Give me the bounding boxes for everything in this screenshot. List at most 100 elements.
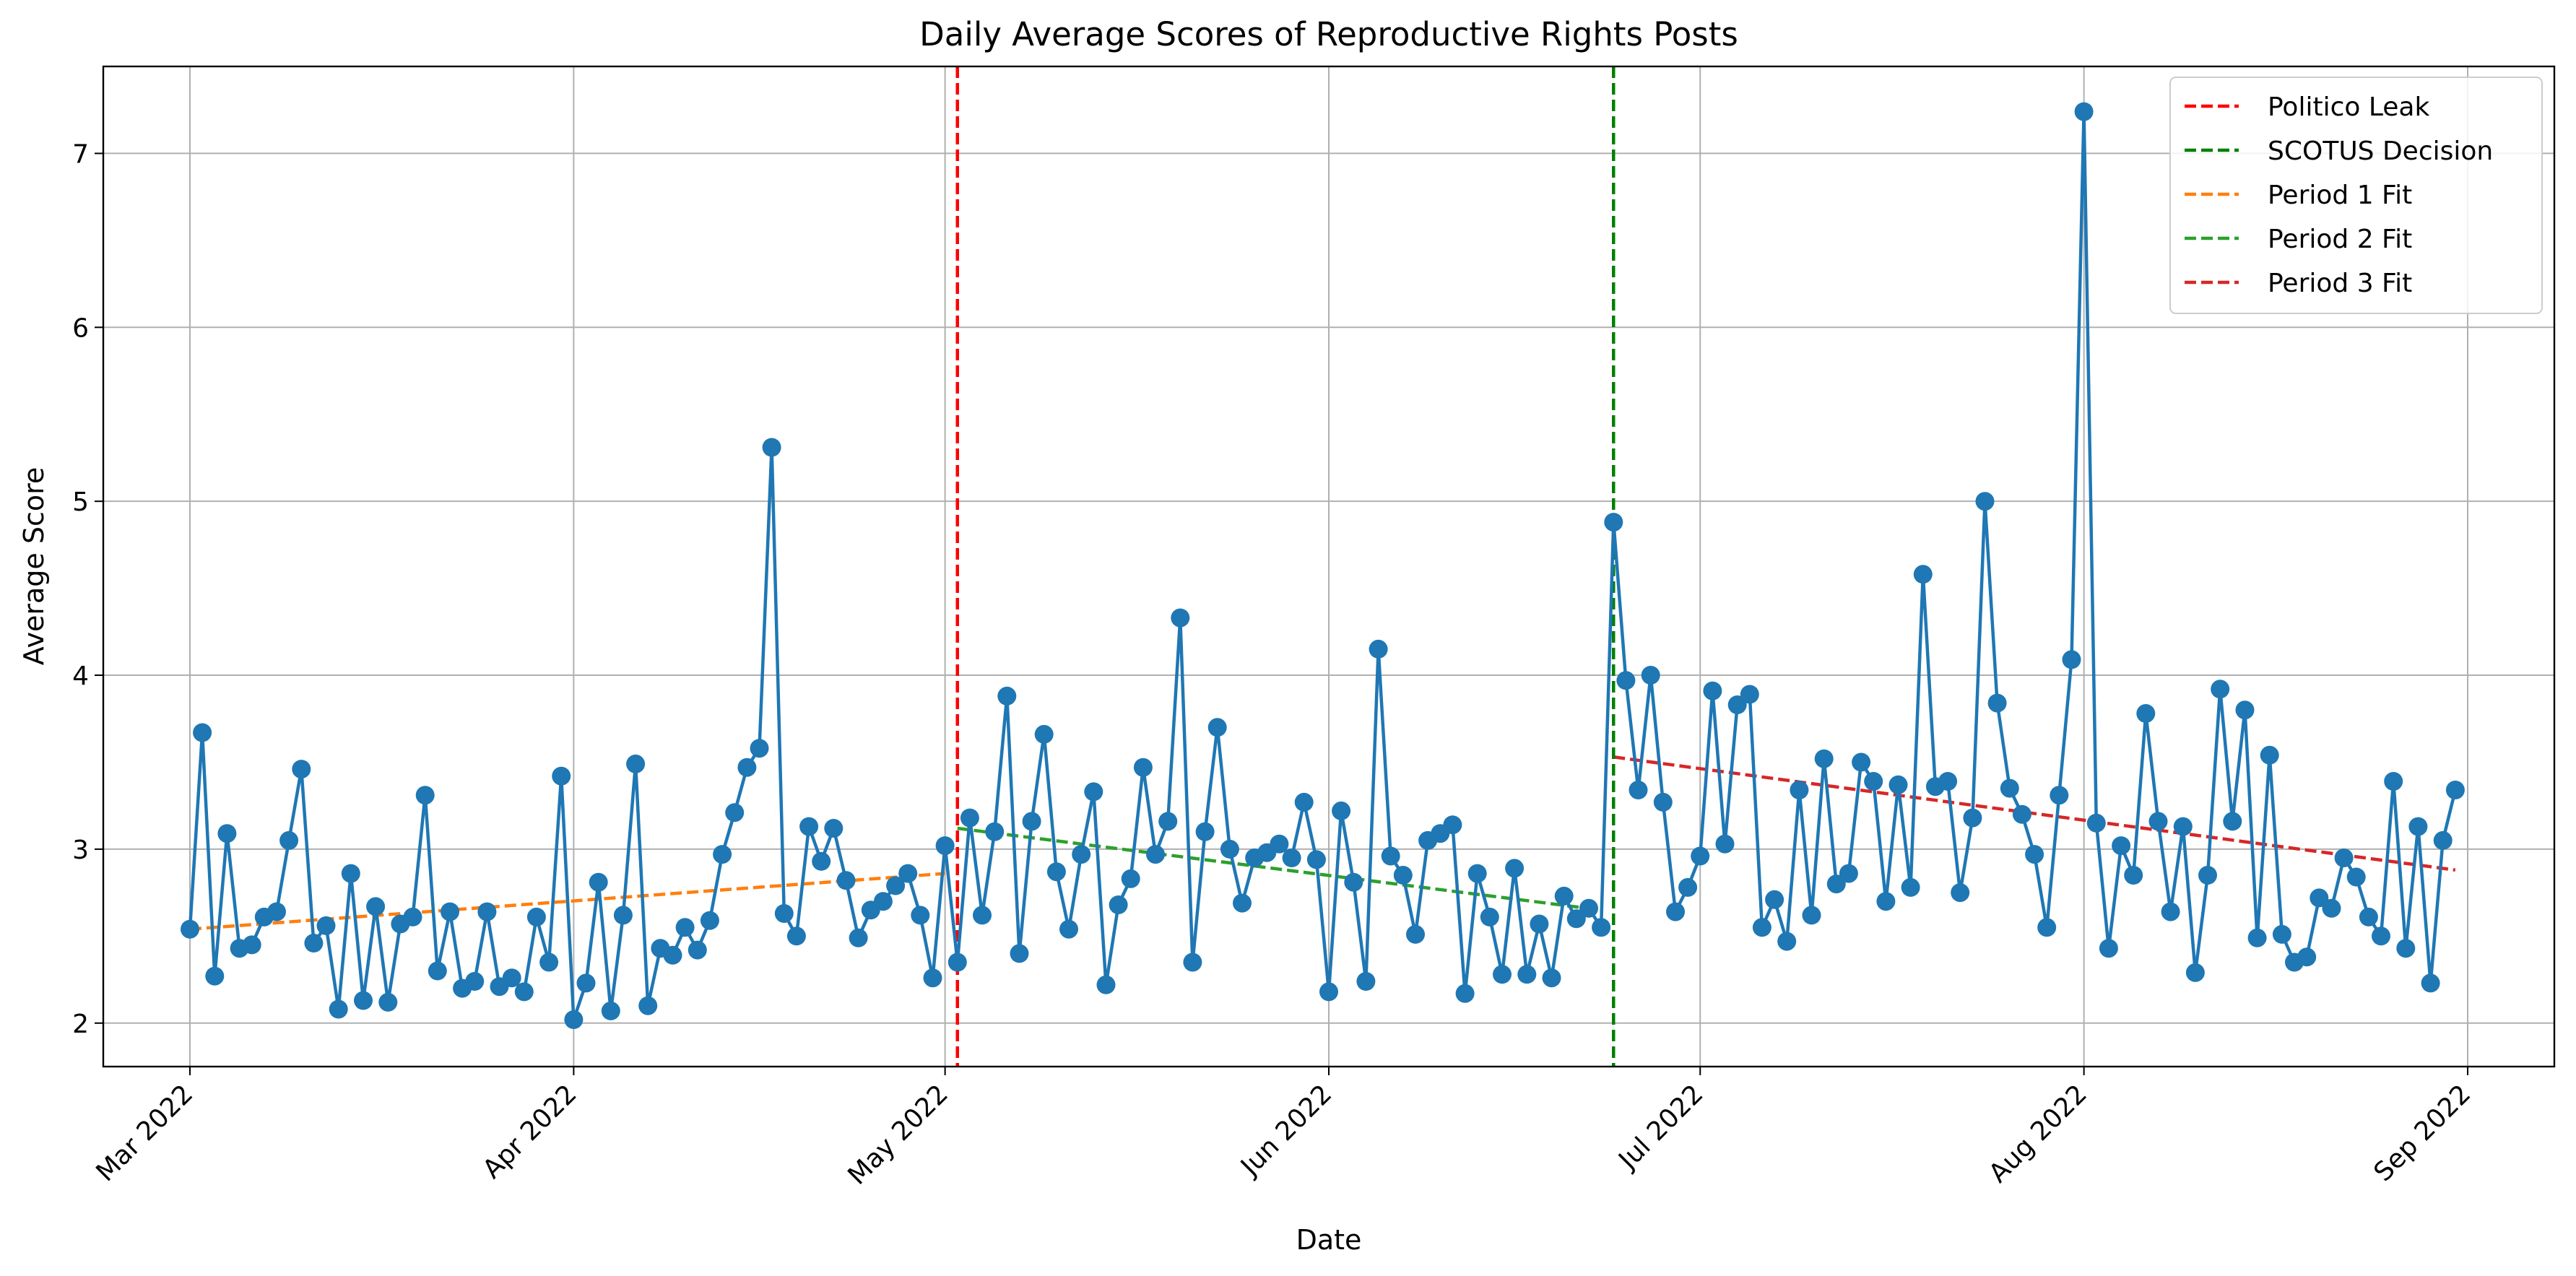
data-point (2433, 830, 2453, 850)
data-point (428, 961, 447, 981)
data-point (1183, 952, 1202, 972)
data-point (2297, 947, 2317, 967)
data-point (1344, 872, 1363, 892)
data-point (2050, 786, 2069, 805)
series-line (188, 110, 2458, 1022)
data-point (898, 864, 918, 883)
data-point (304, 934, 324, 952)
data-point (1802, 906, 1821, 925)
y-tick-label: 6 (72, 313, 89, 343)
data-point (341, 864, 360, 883)
data-point (1319, 982, 1338, 1002)
grid-lines (103, 66, 2554, 1067)
data-point (1765, 890, 1784, 909)
data-point (2025, 845, 2044, 864)
data-point (552, 766, 571, 786)
data-point (205, 966, 225, 986)
chart-title: Daily Average Scores of Reproductive Rig… (919, 15, 1738, 53)
data-point (923, 968, 942, 988)
data-point (279, 830, 299, 850)
legend-label: Politico Leak (2268, 92, 2429, 122)
data-point (1876, 892, 1896, 911)
fit-line-period-2-fit (957, 826, 1602, 912)
data-point (713, 845, 732, 864)
data-point (2408, 817, 2428, 836)
data-point (1752, 918, 1771, 937)
data-point (849, 928, 868, 947)
data-point (2310, 888, 2329, 908)
data-point (2185, 963, 2205, 982)
data-point (1678, 877, 1698, 897)
data-point (1406, 924, 1425, 944)
data-point (1604, 513, 1623, 532)
data-point (366, 897, 386, 916)
y-tick-label: 7 (72, 139, 89, 169)
data-point (1566, 909, 1586, 929)
data-point (1517, 965, 1537, 984)
data-point (985, 822, 1005, 841)
data-point (564, 1010, 584, 1029)
data-point (1691, 846, 1710, 866)
data-point (1443, 815, 1462, 835)
data-point (725, 803, 745, 823)
data-point (1369, 639, 1388, 659)
data-point (836, 871, 856, 890)
data-point (316, 916, 336, 935)
y-axis-label: Average Score (18, 467, 50, 666)
data-point (601, 1001, 620, 1020)
data-point (1616, 671, 1636, 690)
legend-label: Period 3 Fit (2268, 269, 2412, 298)
data-point (1133, 758, 1153, 777)
data-point (2372, 926, 2390, 946)
data-point (1084, 782, 1103, 802)
legend-box (2169, 77, 2543, 314)
data-point (762, 438, 781, 457)
y-axis: 2 3 4 5 6 7 (72, 139, 103, 1039)
data-point (1072, 845, 1091, 864)
data-point (1987, 693, 2007, 713)
data-point (638, 996, 658, 1015)
data-point (960, 808, 979, 828)
data-point (1913, 565, 1933, 584)
data-point (329, 999, 348, 1019)
data-point (1171, 608, 1190, 628)
data-point (2012, 804, 2031, 824)
data-point (181, 919, 199, 939)
data-point (947, 952, 967, 972)
data-point (1579, 898, 1598, 918)
data-point (2260, 745, 2279, 765)
data-point (1220, 839, 1239, 859)
data-point (1938, 772, 1958, 791)
y-tick-label: 2 (72, 1010, 89, 1039)
legend: Politico Leak SCOTUS Decision Period 1 Fit… (2169, 77, 2543, 314)
data-point (886, 876, 906, 895)
data-point (1703, 681, 1722, 700)
data-point (1294, 792, 1314, 812)
data-point (415, 786, 435, 805)
data-point (1951, 883, 1970, 903)
data-point (1146, 845, 1165, 864)
data-point (1096, 975, 1116, 994)
data-point (576, 973, 596, 993)
data-point (2099, 939, 2118, 958)
data-point (502, 968, 521, 988)
data-point (2112, 836, 2131, 856)
data-point (1715, 834, 1735, 854)
data-point (465, 972, 485, 991)
data-point (1542, 968, 1561, 988)
data-point (1666, 902, 1685, 921)
data-point (1233, 893, 1252, 913)
data-point (2334, 849, 2354, 867)
data-point (2235, 700, 2255, 720)
data-point (1356, 972, 1376, 991)
data-point (378, 992, 398, 1012)
data-point (1393, 866, 1413, 885)
legend-label: SCOTUS Decision (2268, 136, 2493, 166)
data-point (1455, 984, 1475, 1003)
data-point (1467, 864, 1487, 883)
data-point (1629, 781, 1648, 799)
data-point (1592, 918, 1611, 937)
data-point (911, 906, 930, 925)
data-point (2421, 973, 2440, 993)
data-point (2037, 918, 2057, 937)
